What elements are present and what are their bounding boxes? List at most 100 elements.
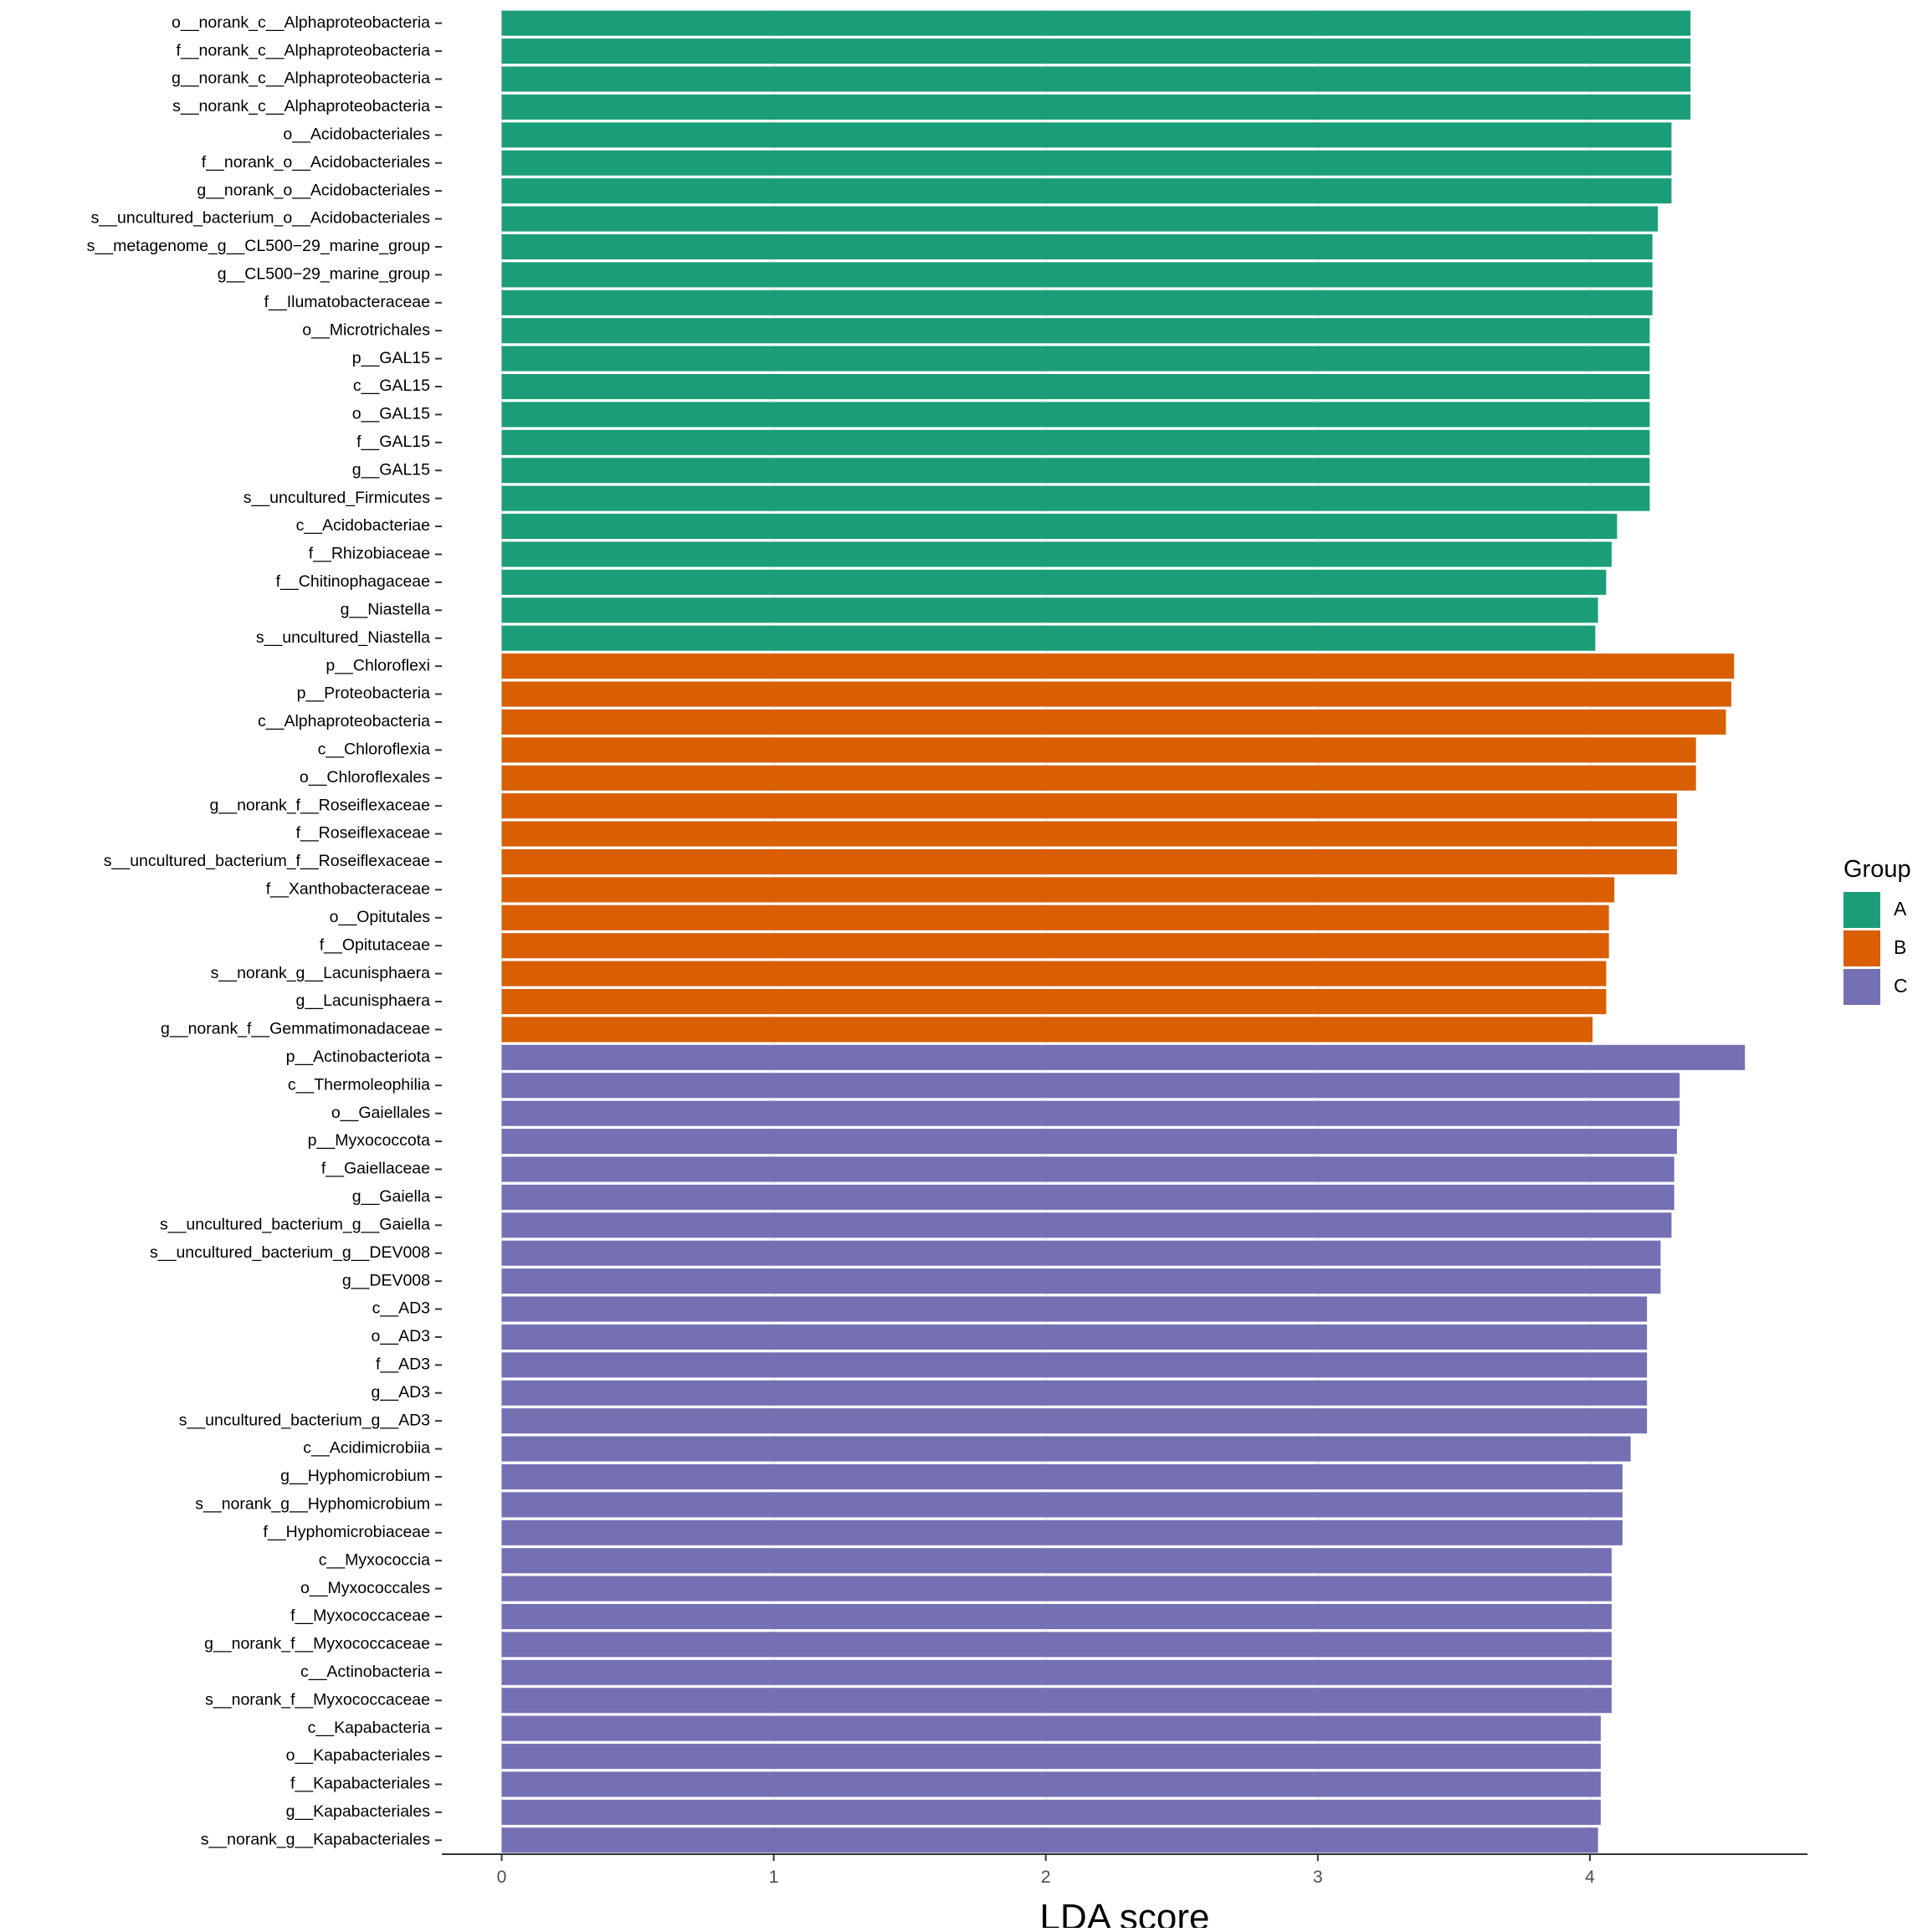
y-tick-label: o__GAL15	[352, 405, 430, 423]
bar	[501, 1352, 1648, 1378]
x-tick-label: 3	[1313, 1868, 1323, 1887]
y-tick-label: c__GAL15	[353, 377, 430, 395]
bar	[501, 1324, 1648, 1350]
y-tick-label: c__Acidimicrobiia	[303, 1439, 430, 1458]
y-tick-label: f__Rhizobiaceae	[309, 545, 430, 563]
bar	[501, 150, 1672, 176]
y-tick-label: f__Chitinophagaceae	[276, 572, 430, 591]
y-tick-label: s__norank_g__Lacunisphaera	[211, 964, 431, 982]
bar	[501, 485, 1650, 511]
y-tick-label: g__Niastella	[341, 600, 430, 618]
y-tick-label: f__norank_c__Alphaproteobacteria	[176, 41, 430, 59]
y-tick-label: s__uncultured_bacterium_o__Acidobacteria…	[91, 209, 431, 228]
bar	[501, 458, 1650, 484]
bar	[501, 1799, 1601, 1825]
y-tick-label: s__uncultured_bacterium_g__DEV008	[150, 1243, 430, 1262]
y-tick-label: g__Hyphomicrobium	[280, 1467, 430, 1485]
y-tick-label: f__Opitutaceae	[320, 935, 430, 954]
y-tick-label: g__Gaiella	[352, 1187, 430, 1206]
bar	[501, 1408, 1648, 1434]
y-tick-label: f__Myxococcaceae	[290, 1607, 430, 1625]
bar	[501, 1492, 1623, 1518]
y-tick-label: s__uncultured_bacterium_g__AD3	[179, 1411, 430, 1429]
bar	[501, 346, 1650, 372]
bar	[501, 1688, 1612, 1714]
y-tick-label: f__AD3	[376, 1355, 430, 1373]
bar	[501, 765, 1696, 791]
bar	[501, 514, 1618, 540]
bar	[501, 933, 1609, 959]
bar	[501, 1268, 1661, 1294]
bar	[501, 1463, 1623, 1490]
y-tick-label: p__Myxococcota	[308, 1131, 430, 1150]
bar	[501, 1827, 1598, 1853]
bar	[501, 1659, 1612, 1685]
bar	[501, 1044, 1746, 1070]
bar	[501, 402, 1650, 428]
y-tick-label: f__Gaiellaceae	[321, 1160, 430, 1178]
bar	[501, 1184, 1674, 1210]
bar	[501, 290, 1653, 315]
legend-label: B	[1894, 936, 1906, 958]
bar	[501, 1771, 1601, 1797]
y-tick-label: s__norank_g__Kapabacteriales	[201, 1830, 431, 1848]
legend: Group ABC	[1843, 856, 1911, 1005]
bar	[501, 1380, 1648, 1406]
y-tick-label: g__norank_o__Acidobacteriales	[197, 181, 430, 199]
y-tick-label: o__Opitutales	[330, 908, 431, 926]
bar	[501, 122, 1672, 148]
bar	[501, 1073, 1680, 1099]
y-tick-label: g__norank_f__Roseiflexaceae	[210, 796, 430, 814]
bar	[501, 1296, 1648, 1322]
y-tick-label: f__Kapabacteriales	[290, 1775, 430, 1793]
x-axis-title: LDA score	[1040, 1897, 1210, 1928]
y-tick-label: o__Acidobacteriales	[283, 125, 430, 143]
y-tick-label: o__Chloroflexales	[300, 768, 430, 787]
bar	[501, 848, 1677, 875]
y-tick-label: s__norank_f__Myxococcaceae	[205, 1690, 430, 1709]
x-tick-label: 0	[497, 1868, 507, 1887]
grid-layer	[500, 9, 1591, 1854]
y-tick-label: g__Kapabacteriales	[286, 1802, 431, 1821]
bar	[501, 877, 1615, 903]
bar	[501, 1744, 1601, 1770]
bar	[501, 681, 1731, 707]
y-tick-label: c__Alphaproteobacteria	[258, 712, 430, 730]
y-tick-label: f__GAL15	[356, 433, 430, 451]
legend-key	[1843, 892, 1880, 928]
bar	[501, 1548, 1612, 1574]
bar	[501, 1129, 1677, 1155]
y-tick-label: s__metagenome_g__CL500−29_marine_group	[87, 237, 431, 255]
y-tick-label: f__Ilumatobacteraceae	[264, 293, 430, 311]
x-tick-label: 2	[1041, 1868, 1051, 1887]
y-tick-label: s__uncultured_bacterium_f__Roseiflexacea…	[104, 852, 430, 870]
bar	[501, 905, 1609, 930]
y-tick-label: c__Thermoleophilia	[288, 1075, 430, 1094]
y-tick-label: g__Lacunisphaera	[296, 992, 431, 1010]
y-tick-label: g__AD3	[372, 1383, 430, 1402]
y-tick-label: p__Chloroflexi	[326, 656, 430, 674]
bar	[501, 1156, 1674, 1182]
bar	[501, 206, 1659, 232]
legend-title: Group	[1843, 856, 1911, 883]
y-tick-label: g__norank_f__Gemmatimonadaceae	[161, 1020, 430, 1038]
legend-key	[1843, 969, 1880, 1005]
y-tick-label: p__Actinobacteriota	[286, 1048, 431, 1066]
bar	[501, 178, 1672, 204]
bar	[501, 793, 1677, 819]
y-tick-label: c__Kapabacteria	[308, 1719, 431, 1737]
bar	[501, 1100, 1680, 1126]
legend-label: C	[1894, 975, 1908, 997]
bar	[501, 821, 1677, 847]
y-tick-label: c__Acidobacteriae	[296, 516, 430, 535]
y-tick-label: f__Hyphomicrobiaceae	[264, 1523, 430, 1541]
bar	[501, 1240, 1661, 1266]
y-tick-label: c__Myxococcia	[319, 1550, 430, 1569]
legend-label: A	[1894, 898, 1907, 920]
y-tick-label: p__GAL15	[352, 349, 430, 367]
y-tick-label: g__norank_c__Alphaproteobacteria	[172, 69, 430, 88]
y-tick-label: o__Kapabacteriales	[286, 1746, 431, 1765]
bar	[501, 709, 1726, 735]
